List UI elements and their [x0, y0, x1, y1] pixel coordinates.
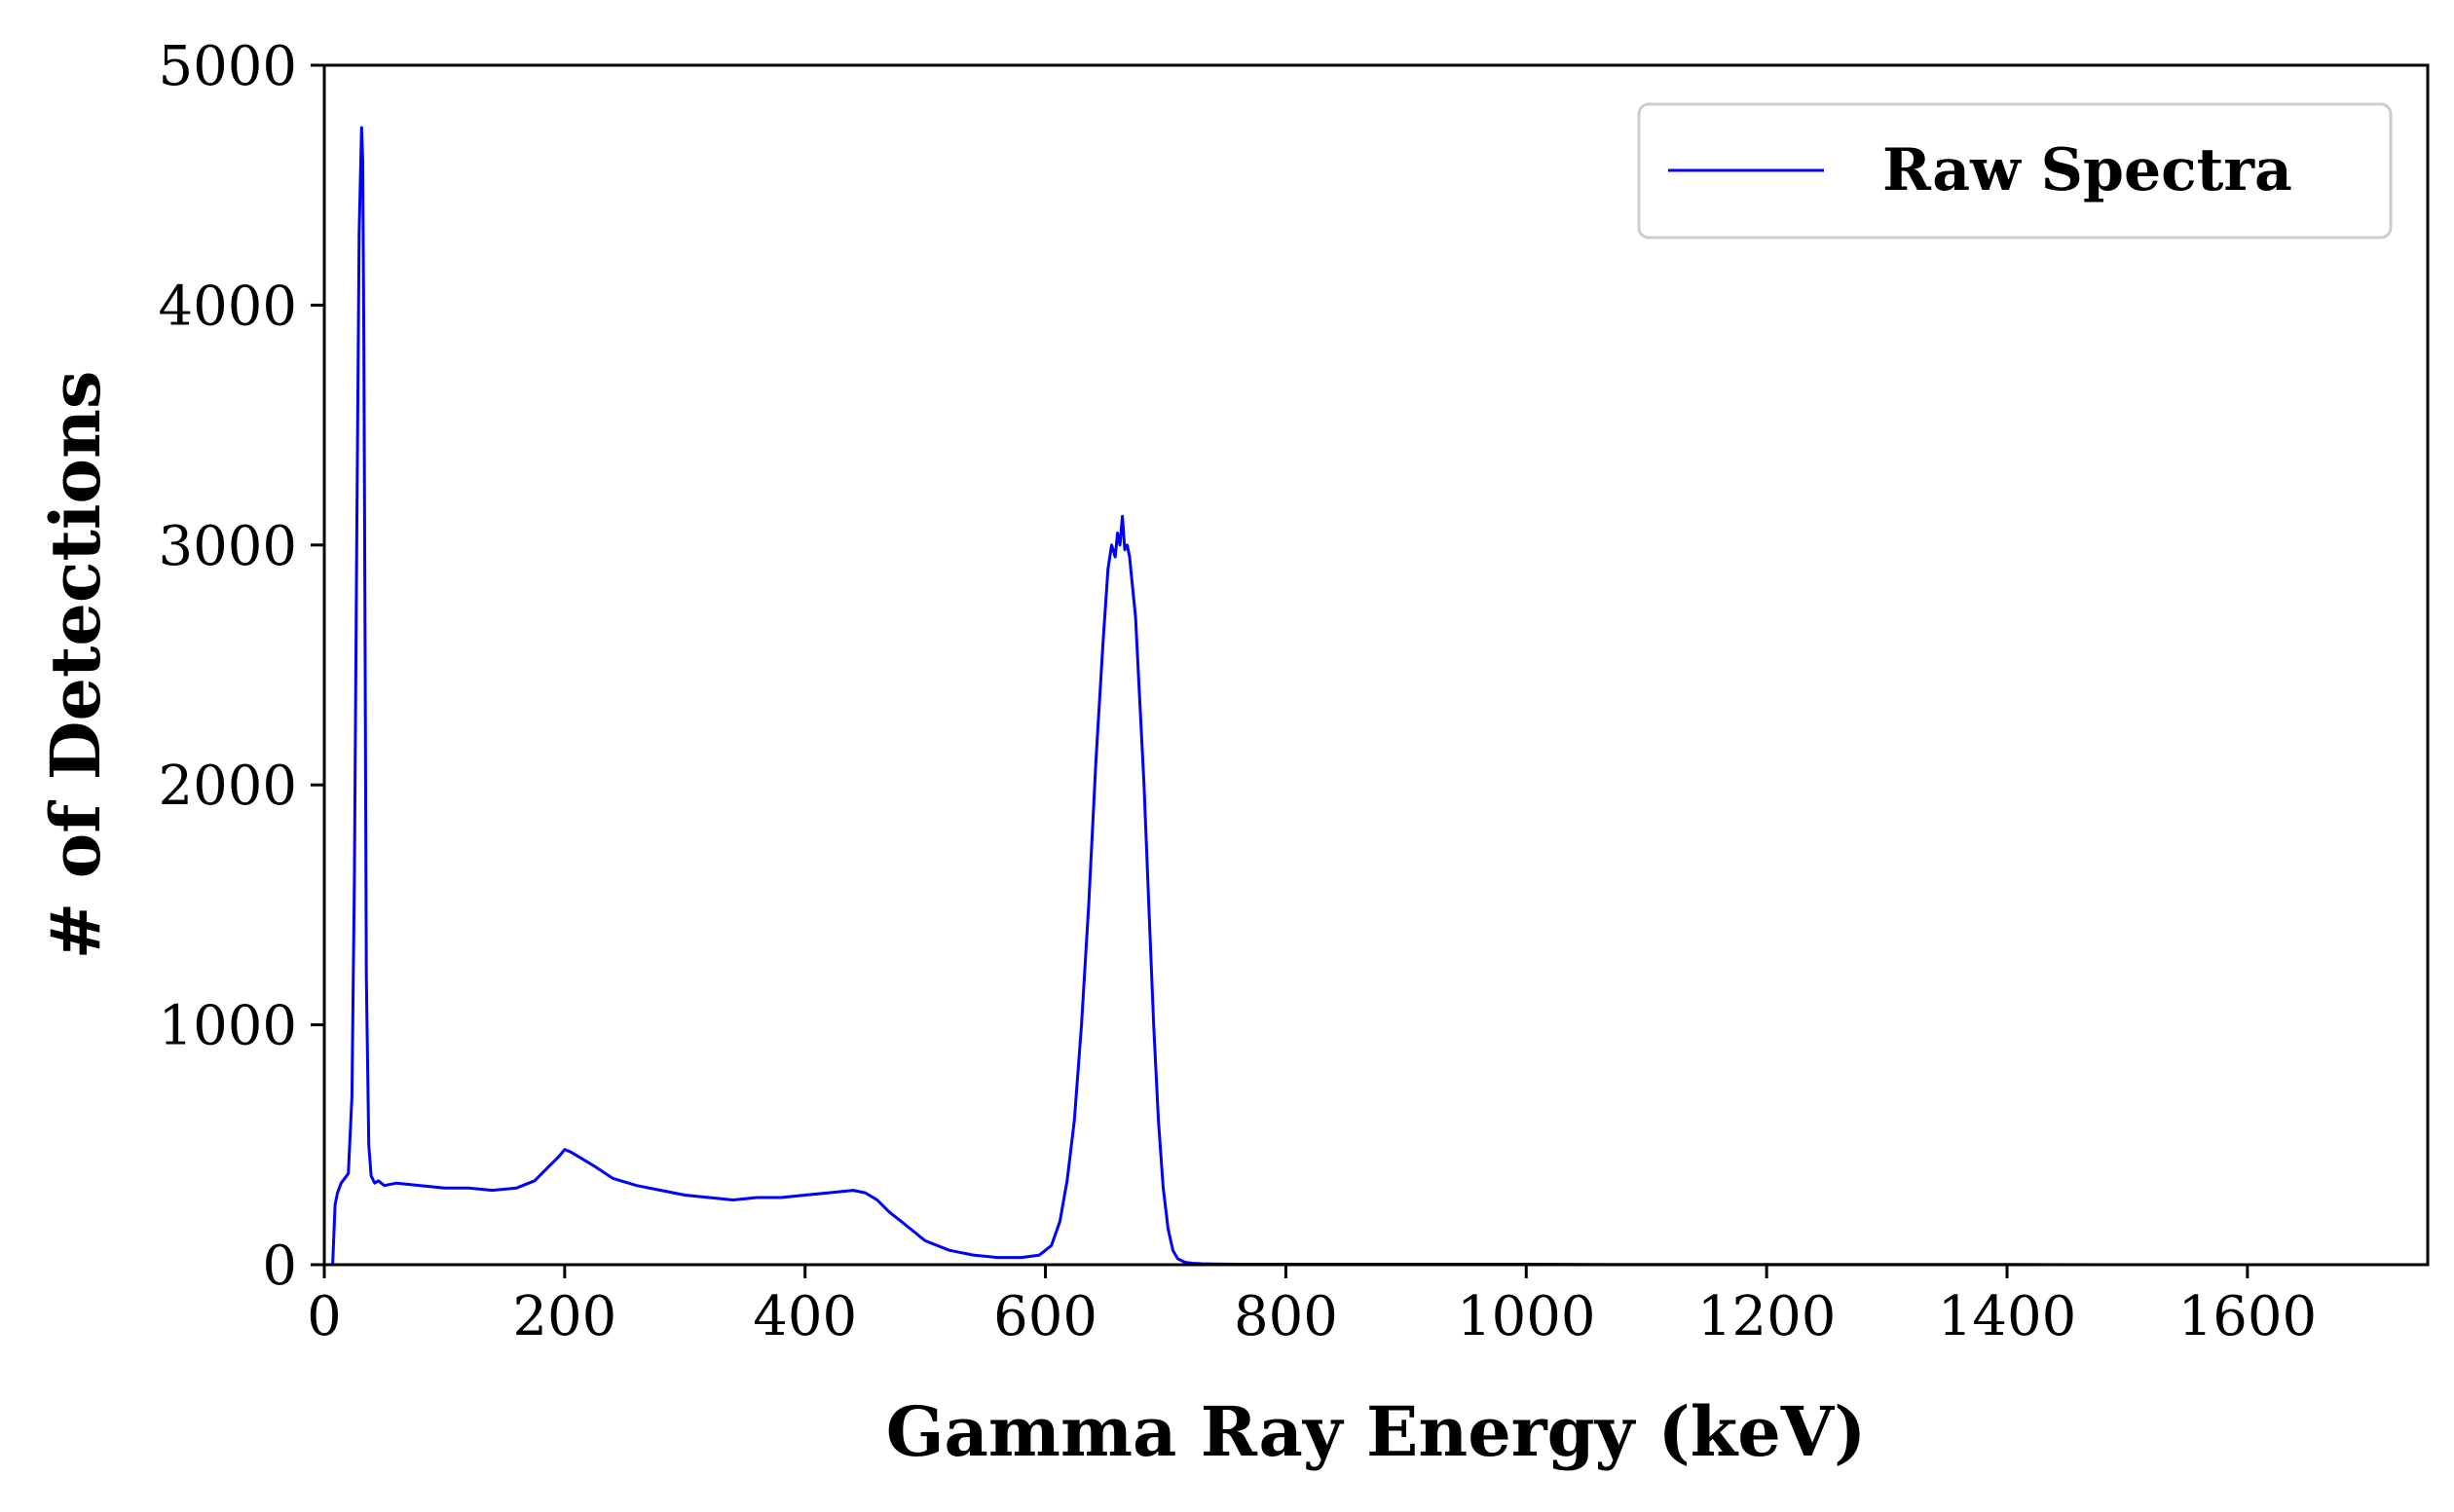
x-tick-label: 800: [1234, 1285, 1338, 1348]
x-tick-label: 1000: [1457, 1285, 1596, 1348]
x-tick-label: 200: [512, 1285, 616, 1348]
plot-frame: [322, 63, 2430, 1267]
legend: Raw Spectra: [1637, 102, 2393, 240]
x-tick-label: 1200: [1697, 1285, 1837, 1348]
x-tick-label: 0: [307, 1285, 342, 1348]
y-tick-label: 2000: [158, 755, 297, 818]
x-tick-label: 1600: [2178, 1285, 2318, 1348]
x-tick-label: 400: [753, 1285, 857, 1348]
y-tick-label: 4000: [158, 275, 297, 338]
x-axis-title: Gamma Ray Energy (keV): [886, 1391, 1866, 1472]
y-axis-title: # of Detections: [35, 371, 116, 960]
series-line-raw-spectra: [331, 126, 2428, 1267]
y-tick-label: 5000: [158, 35, 297, 98]
legend-entry-raw-spectra: Raw Spectra: [1882, 136, 2292, 204]
y-tick-label: 0: [262, 1235, 297, 1298]
y-tick-label: 3000: [158, 515, 297, 578]
x-tick-label: 600: [993, 1285, 1097, 1348]
y-tick-label: 1000: [158, 995, 297, 1058]
ticks-layer: 0 200 400 600 800 1000 1200 1400 1600 0 1000 2000 30…: [158, 35, 2317, 1348]
plot-layer: [331, 126, 2428, 1267]
legend-box: [1637, 102, 2393, 240]
x-tick-label: 1400: [1938, 1285, 2077, 1348]
